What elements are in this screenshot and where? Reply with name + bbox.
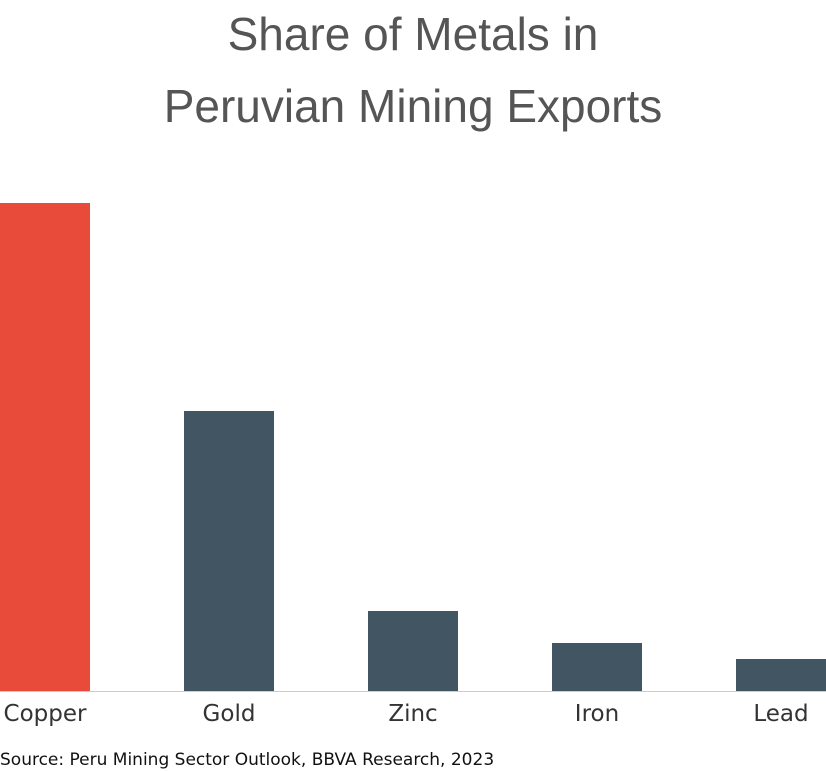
chart-title: Peruvian Mining Exports [164, 80, 663, 132]
bar [184, 411, 274, 691]
bar [0, 203, 90, 691]
x-tick-label: Zinc [388, 701, 437, 727]
bar [552, 643, 642, 691]
bar [736, 659, 826, 691]
bar [368, 611, 458, 691]
x-tick-label: Gold [203, 701, 256, 727]
chart-title: Share of Metals in [228, 8, 599, 60]
x-tick-label: Copper [4, 701, 87, 727]
x-tick-label: Iron [575, 701, 619, 727]
x-tick-label: Lead [753, 701, 808, 727]
source-note: Source: Peru Mining Sector Outlook, BBVA… [0, 750, 494, 770]
